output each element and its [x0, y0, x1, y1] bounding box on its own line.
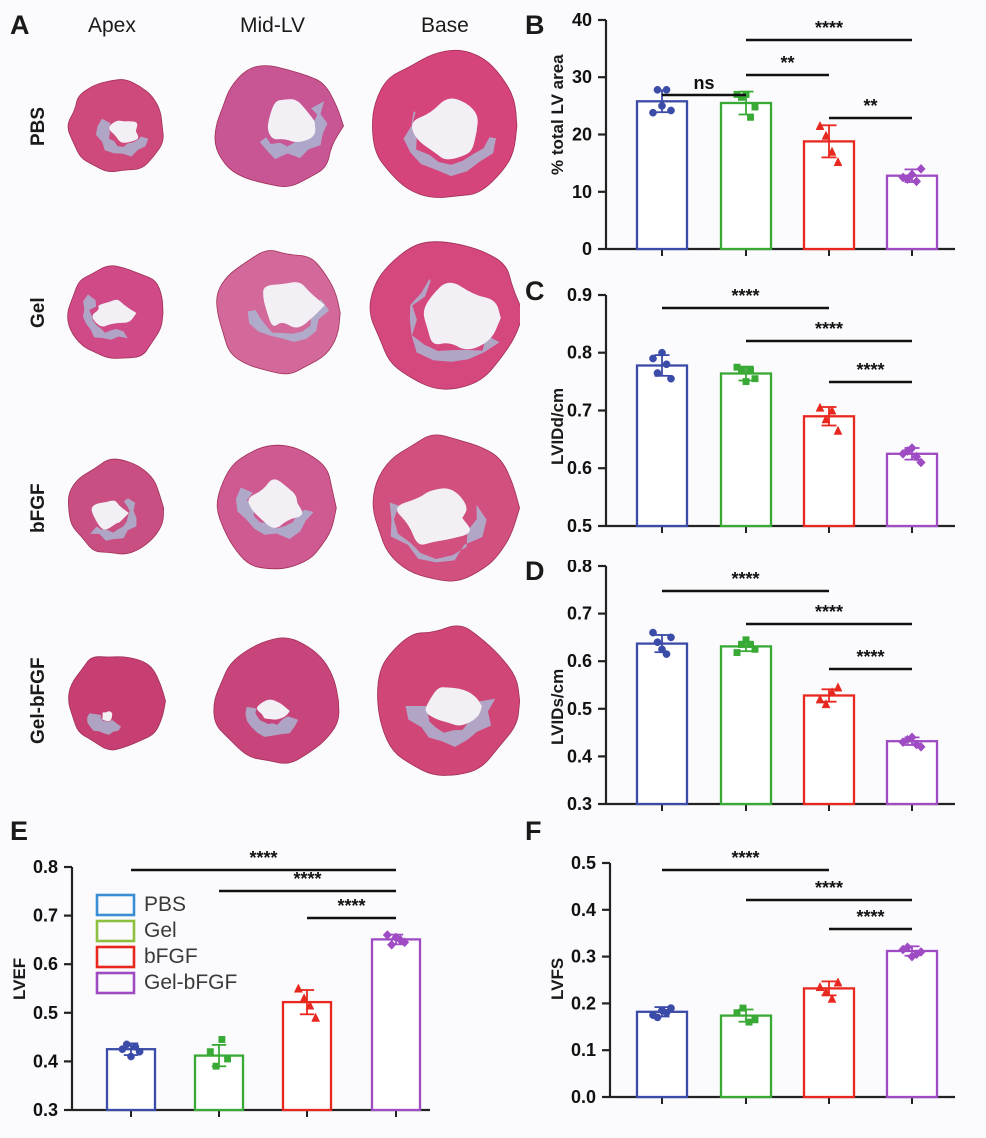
svg-text:****: **** — [815, 18, 843, 38]
svg-text:0.4: 0.4 — [33, 1051, 58, 1071]
svg-text:40: 40 — [572, 10, 592, 30]
svg-text:0.5: 0.5 — [33, 1003, 58, 1023]
svg-text:0.8: 0.8 — [33, 857, 58, 877]
svg-text:0.6: 0.6 — [33, 954, 58, 974]
svg-text:0.3: 0.3 — [567, 794, 592, 814]
svg-text:0.6: 0.6 — [567, 458, 592, 478]
svg-text:****: **** — [337, 896, 365, 916]
svg-text:0: 0 — [582, 239, 592, 259]
svg-text:**: ** — [863, 96, 877, 116]
svg-text:****: **** — [856, 360, 884, 380]
svg-text:0.4: 0.4 — [567, 746, 592, 766]
svg-text:0.5: 0.5 — [567, 516, 592, 536]
svg-text:0.6: 0.6 — [567, 651, 592, 671]
svg-text:0.8: 0.8 — [567, 343, 592, 363]
svg-text:0.9: 0.9 — [567, 285, 592, 305]
svg-text:0.1: 0.1 — [571, 1040, 596, 1060]
svg-text:****: **** — [856, 907, 884, 927]
svg-text:ns: ns — [693, 73, 714, 93]
svg-text:0.8: 0.8 — [567, 560, 592, 576]
svg-text:****: **** — [815, 602, 843, 622]
svg-text:0.0: 0.0 — [571, 1087, 596, 1107]
svg-text:0.4: 0.4 — [571, 900, 596, 920]
svg-text:0.3: 0.3 — [33, 1100, 58, 1120]
svg-text:10: 10 — [572, 182, 592, 202]
svg-text:20: 20 — [572, 125, 592, 145]
svg-text:**: ** — [780, 53, 794, 73]
svg-text:0.7: 0.7 — [33, 906, 58, 926]
svg-text:0.7: 0.7 — [567, 401, 592, 421]
svg-text:****: **** — [856, 647, 884, 667]
svg-text:0.5: 0.5 — [571, 853, 596, 873]
svg-text:****: **** — [731, 569, 759, 589]
svg-text:****: **** — [731, 286, 759, 306]
svg-text:****: **** — [815, 878, 843, 898]
svg-text:0.5: 0.5 — [567, 699, 592, 719]
svg-text:****: **** — [249, 848, 277, 868]
svg-text:****: **** — [731, 848, 759, 868]
svg-text:0.7: 0.7 — [567, 604, 592, 624]
svg-text:0.2: 0.2 — [571, 993, 596, 1013]
svg-text:****: **** — [815, 319, 843, 339]
svg-text:30: 30 — [572, 67, 592, 87]
svg-text:****: **** — [293, 869, 321, 889]
svg-text:0.3: 0.3 — [571, 947, 596, 967]
